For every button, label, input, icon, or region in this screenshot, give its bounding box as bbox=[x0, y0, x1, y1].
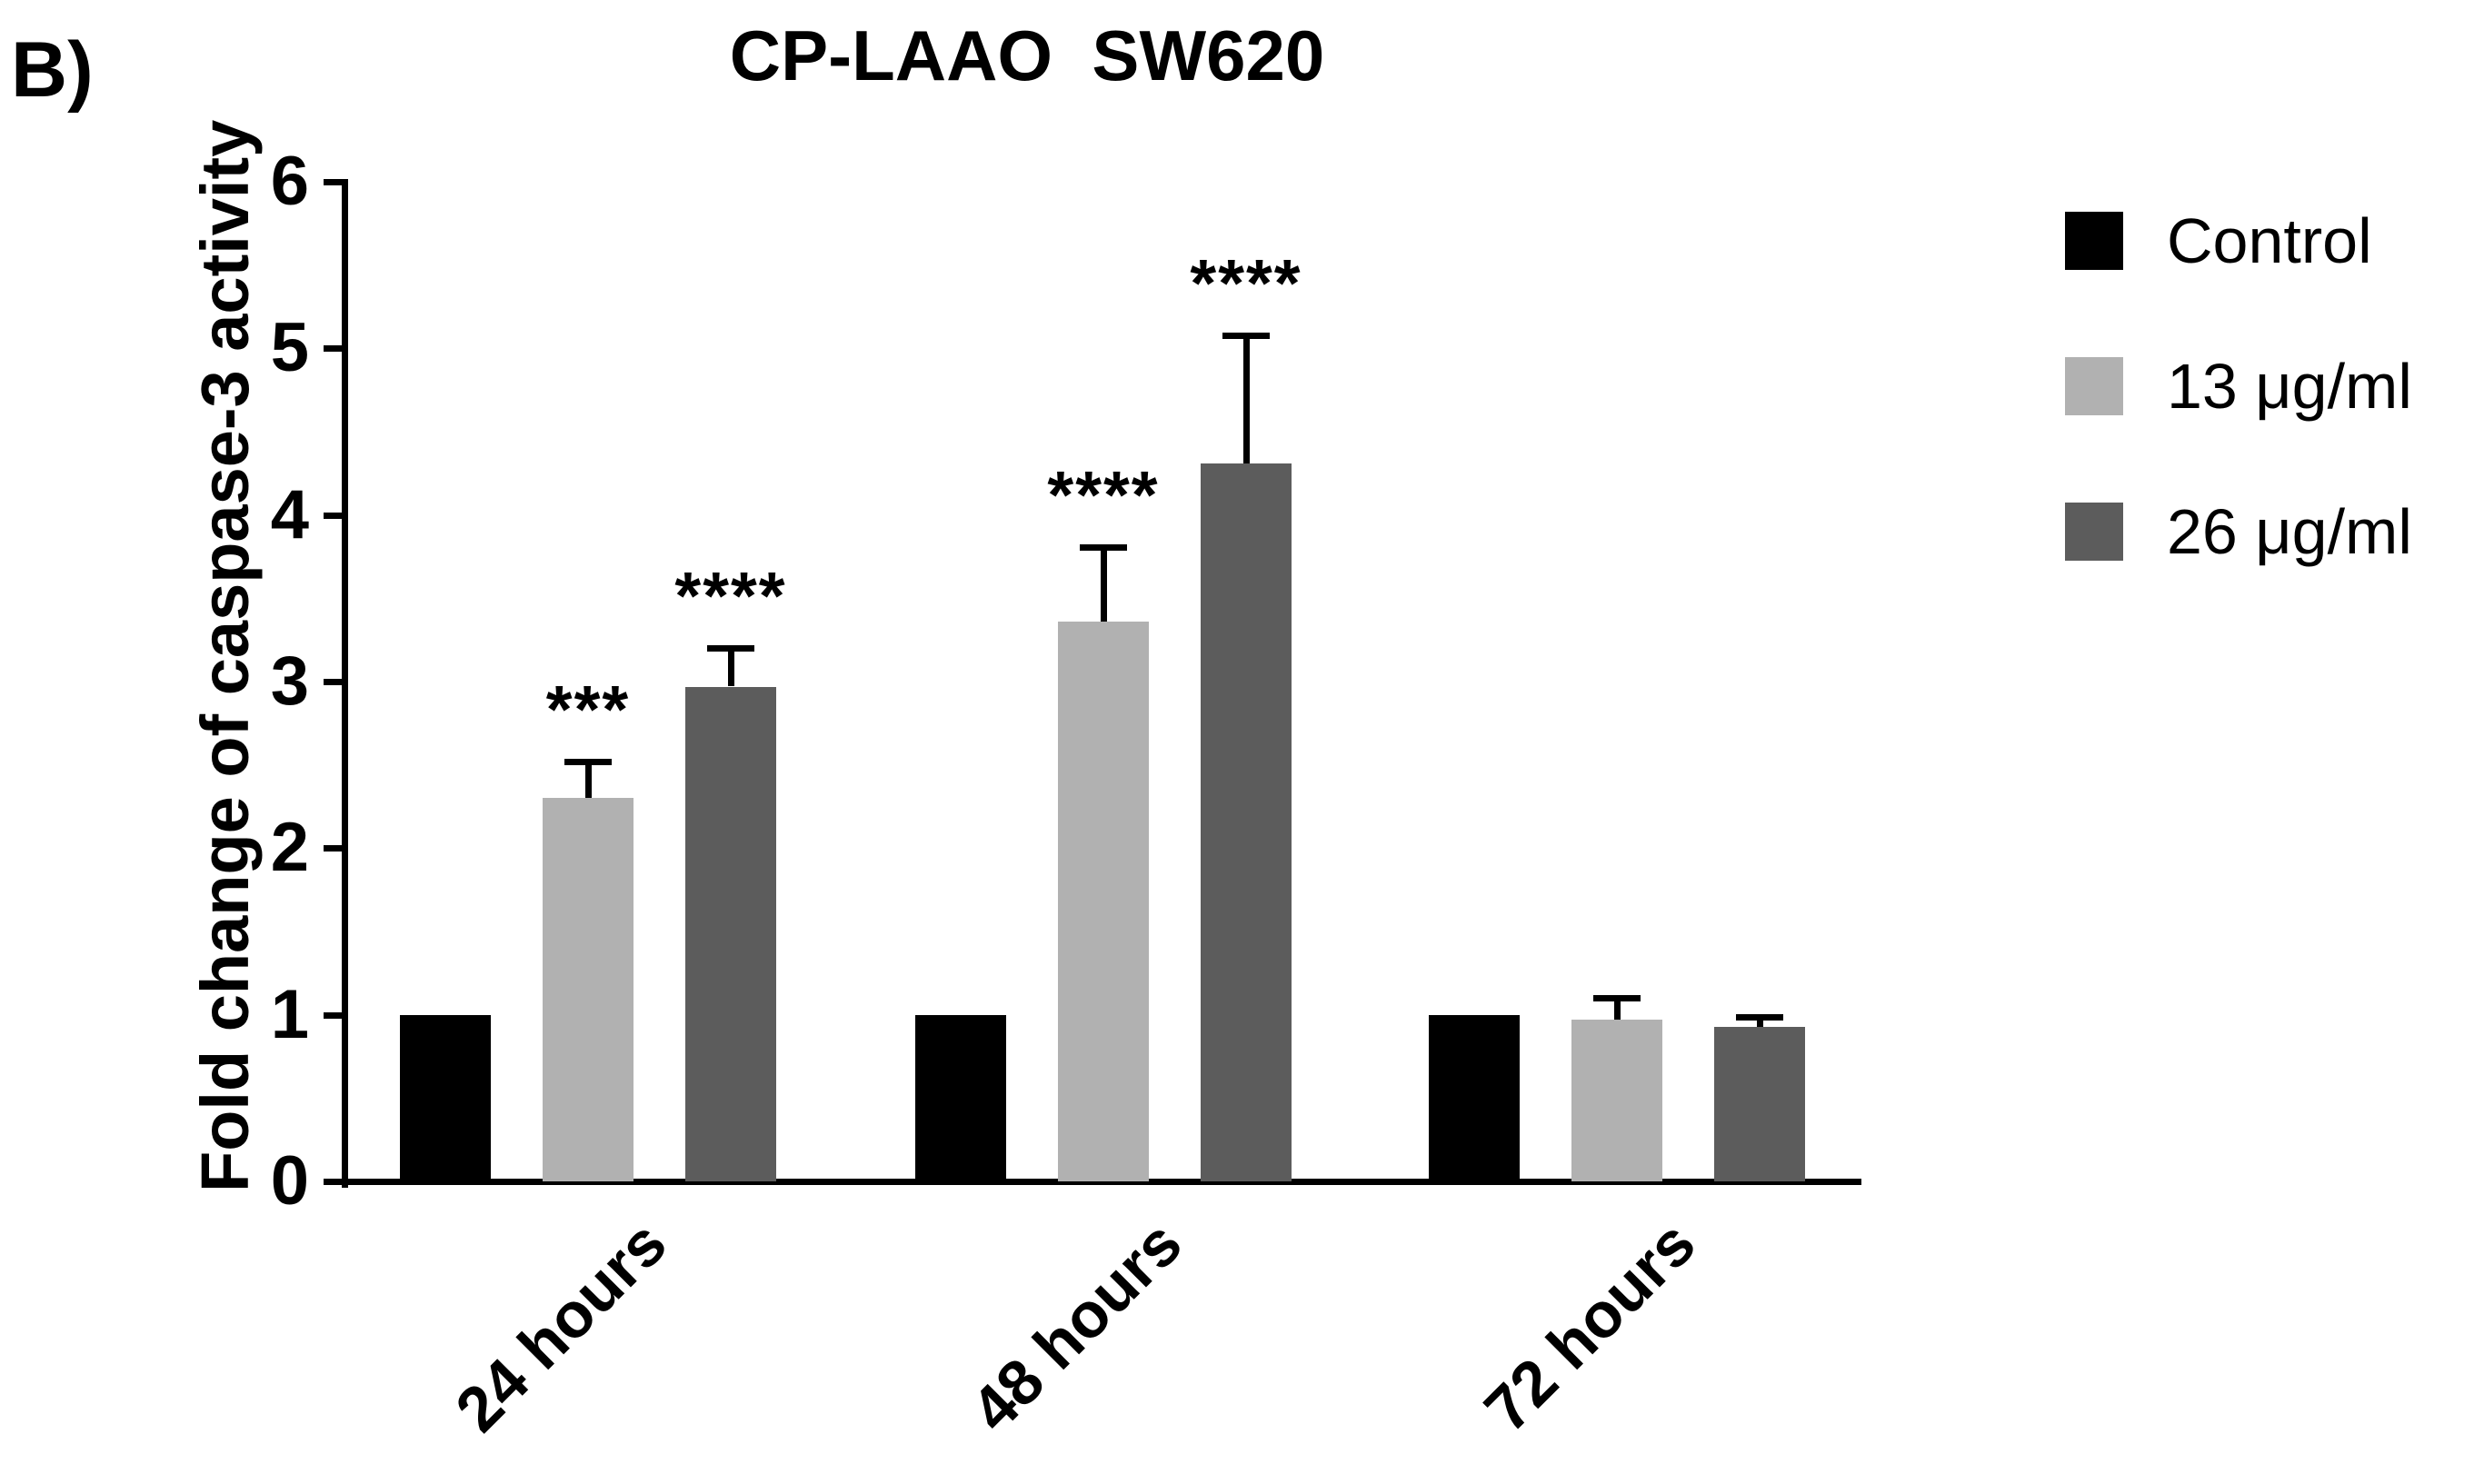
error-bar-cap bbox=[1593, 995, 1641, 1002]
bar-48-hours-13-μg/ml bbox=[1058, 622, 1149, 1181]
error-bar-line bbox=[1614, 998, 1621, 1021]
x-category-label: 72 hours bbox=[1471, 1207, 1709, 1446]
legend-label: Control bbox=[2167, 205, 2372, 276]
y-tick-mark bbox=[324, 179, 345, 185]
y-tick-label: 1 bbox=[270, 975, 309, 1053]
y-tick-label: 0 bbox=[270, 1142, 309, 1220]
legend-label: 26 μg/ml bbox=[2167, 496, 2412, 567]
bar-72-hours-26-μg/ml bbox=[1714, 1026, 1805, 1181]
significance-stars: **** bbox=[1047, 456, 1160, 533]
panel-label: B) bbox=[11, 26, 94, 114]
legend-swatch-13-μg/ml bbox=[2065, 357, 2123, 415]
bar-48-hours-26-μg/ml bbox=[1201, 463, 1292, 1181]
y-tick-label: 4 bbox=[270, 475, 309, 553]
y-tick-mark bbox=[324, 512, 345, 519]
x-axis-line bbox=[342, 1179, 1861, 1185]
significance-stars: **** bbox=[674, 558, 787, 634]
x-category-label: 24 hours bbox=[442, 1207, 680, 1446]
significance-stars: **** bbox=[1190, 244, 1302, 321]
error-bar-line bbox=[728, 648, 734, 687]
error-bar-line bbox=[585, 762, 592, 799]
legend: Control 13 μg/ml 26 μg/ml bbox=[2065, 204, 2412, 641]
legend-swatch-Control bbox=[2065, 212, 2123, 270]
legend-swatch-26-μg/ml bbox=[2065, 503, 2123, 561]
y-tick-mark bbox=[324, 1011, 345, 1019]
bar-72-hours-13-μg/ml bbox=[1571, 1020, 1662, 1181]
y-tick-label: 2 bbox=[270, 809, 309, 887]
chart-title: CP-LAAO SW620 bbox=[729, 15, 1325, 95]
bar-48-hours-Control bbox=[915, 1014, 1006, 1181]
bar-24-hours-Control bbox=[400, 1014, 491, 1181]
error-bar-cap bbox=[564, 759, 612, 765]
significance-stars: *** bbox=[545, 672, 631, 747]
error-bar-cap bbox=[707, 645, 754, 652]
y-tick-mark bbox=[324, 679, 345, 685]
y-tick-mark bbox=[324, 345, 345, 353]
bar-24-hours-13-μg/ml bbox=[543, 798, 633, 1181]
legend-row: 13 μg/ml bbox=[2065, 350, 2412, 423]
error-bar-line bbox=[1757, 1016, 1763, 1027]
error-bar-cap bbox=[1736, 1013, 1783, 1021]
error-bar-cap bbox=[1080, 543, 1127, 551]
error-bar-cap bbox=[1222, 332, 1270, 339]
error-bar-line bbox=[1243, 334, 1250, 463]
y-tick-label: 3 bbox=[270, 642, 309, 720]
y-tick-mark bbox=[324, 1179, 345, 1185]
error-bar-line bbox=[1101, 546, 1107, 622]
plot-area: 0 1 2 3 4 5 6 *** **** **** **** 24 hours 48 hours 72… bbox=[271, 143, 1861, 1445]
bar-72-hours-Control bbox=[1429, 1014, 1520, 1181]
x-category-label: 48 hours bbox=[957, 1207, 1195, 1446]
y-tick-mark bbox=[324, 845, 345, 852]
bar-24-hours-26-μg/ml bbox=[685, 686, 776, 1181]
y-tick-label: 6 bbox=[270, 143, 309, 220]
legend-row: Control bbox=[2065, 204, 2412, 277]
y-tick-label: 5 bbox=[270, 309, 309, 387]
legend-row: 26 μg/ml bbox=[2065, 495, 2412, 568]
legend-label: 13 μg/ml bbox=[2167, 351, 2412, 422]
